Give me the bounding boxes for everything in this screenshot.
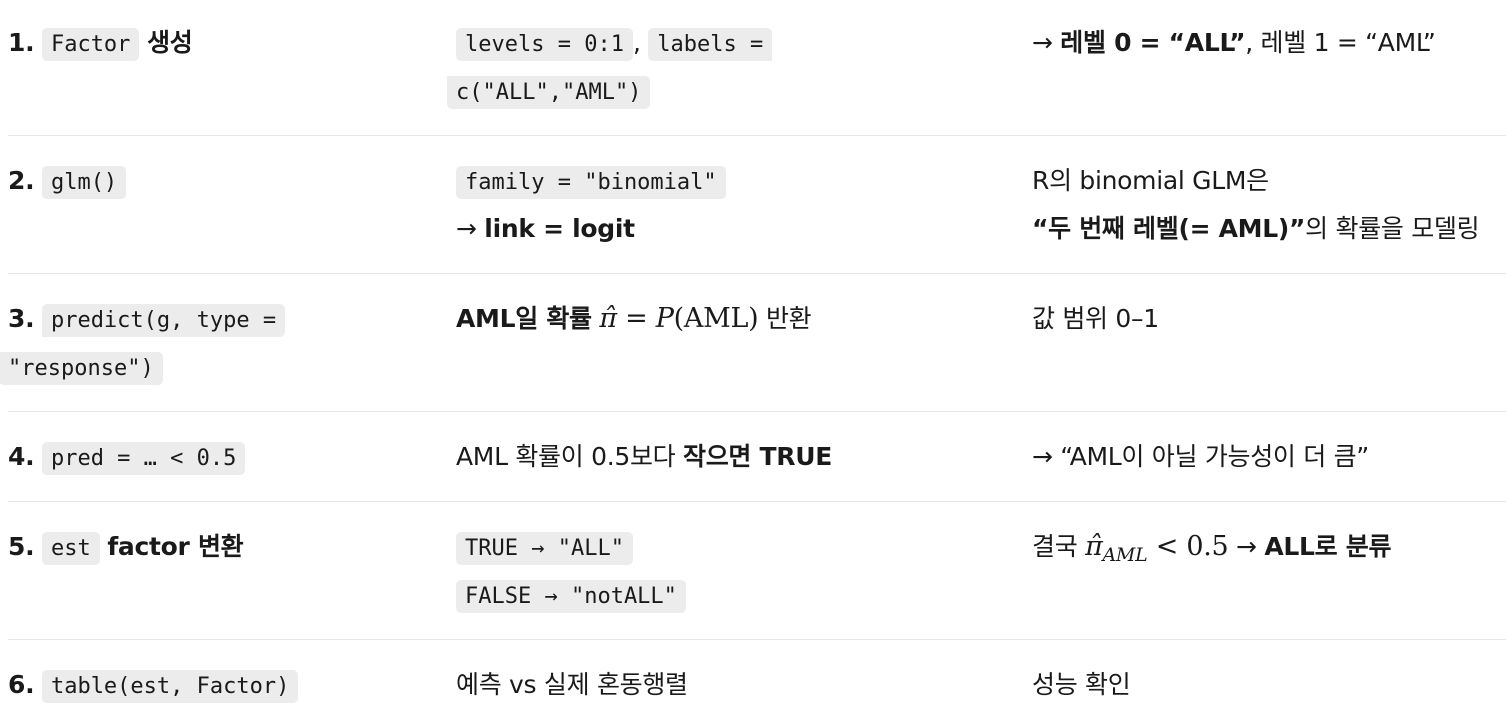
- code-glm: glm(): [41, 166, 127, 199]
- math-arg: (AML): [673, 303, 759, 334]
- detail-text: 예측 vs 실제 혼동행렬: [456, 670, 688, 699]
- step-cell: 6. table(est, Factor): [8, 661, 448, 709]
- note-cell: R의 binomial GLM은 “두 번째 레벨(= AML)”의 확률을 모…: [1032, 157, 1506, 253]
- table-row: 1. Factor 생성 levels = 0:1, labels = c("A…: [8, 19, 1506, 136]
- code-family: family = "binomial": [456, 166, 726, 199]
- step-number: 6.: [8, 670, 35, 699]
- step-label: 생성: [147, 28, 193, 57]
- code-pred: pred = … < 0.5: [41, 442, 246, 475]
- arrow: →: [1032, 28, 1061, 57]
- step-number: 1.: [8, 28, 35, 57]
- note-cell: 성능 확인: [1032, 661, 1506, 709]
- detail-bold: 작으면 TRUE: [683, 442, 832, 471]
- table-row: 3. predict(g, type = "response") AML일 확률…: [0, 295, 1506, 412]
- code-labels-part2: c("ALL","AML"): [447, 76, 651, 109]
- detail-cell: 예측 vs 실제 혼동행렬: [456, 661, 1016, 709]
- step-cell: 2. glm(): [8, 157, 448, 205]
- code-predict-part2: "response"): [0, 352, 163, 385]
- note-cell: 값 범위 0–1: [1032, 295, 1506, 343]
- note-text: → “AML이 아닐 가능성이 더 큼”: [1032, 442, 1369, 471]
- step-number: 5.: [8, 532, 35, 561]
- table-row: 5. est factor 변환 TRUE → "ALL" FALSE → "n…: [8, 523, 1506, 640]
- link-logit: link = logit: [484, 214, 635, 243]
- math-expression: π̂ = P(AML): [599, 303, 758, 334]
- note-bold: ALL로 분류: [1264, 532, 1392, 561]
- step-bold: factor 변환: [107, 532, 244, 561]
- code-true-all: TRUE → "ALL": [456, 532, 633, 565]
- step-cell: 1. Factor 생성: [8, 19, 448, 67]
- detail-cell: TRUE → "ALL" FALSE → "notALL": [456, 523, 1016, 619]
- detail-bold: AML일 확률: [456, 304, 592, 333]
- step-number: 3.: [8, 304, 35, 333]
- math-relation: < 0.5: [1155, 531, 1229, 562]
- table-row: 6. table(est, Factor) 예측 vs 실제 혼동행렬 성능 확…: [8, 661, 1506, 721]
- detail-cell: family = "binomial" → link = logit: [456, 157, 1016, 253]
- detail-cell: AML 확률이 0.5보다 작으면 TRUE: [456, 433, 1016, 481]
- arrow: →: [456, 214, 485, 243]
- code-factor: Factor: [41, 28, 140, 61]
- code-levels: levels = 0:1: [456, 28, 633, 61]
- math-subscript: AML: [1102, 544, 1148, 566]
- math-pi-hat: π̂: [1085, 531, 1103, 562]
- note-rest: 의 확률을 모델링: [1305, 214, 1480, 243]
- code-est: est: [41, 532, 100, 565]
- math-pi-hat: π̂: [599, 303, 617, 334]
- code-false-notall: FALSE → "notALL": [456, 580, 686, 613]
- math-p: P: [655, 303, 674, 334]
- detail-cell: AML일 확률 π̂ = P(AML) 반환: [456, 295, 1016, 343]
- note-bold: 레벨 0 = “ALL”: [1060, 28, 1246, 57]
- table-row: 4. pred = … < 0.5 AML 확률이 0.5보다 작으면 TRUE…: [8, 433, 1506, 502]
- note-text: 성능 확인: [1032, 670, 1131, 699]
- separator: ,: [632, 28, 641, 57]
- code-predict-part1: predict(g, type =: [41, 304, 286, 337]
- code-labels-part1: labels =: [648, 28, 773, 61]
- step-number: 4.: [8, 442, 35, 471]
- note-cell: → 레벨 0 = “ALL”, 레벨 1 = “AML”: [1032, 19, 1506, 67]
- note-text: 값 범위 0–1: [1032, 304, 1159, 333]
- step-number: 2.: [8, 166, 35, 195]
- detail-text: AML 확률이 0.5보다: [456, 442, 683, 471]
- note-rest: , 레벨 1 = “AML”: [1245, 28, 1436, 57]
- math-equals: =: [625, 303, 648, 334]
- table-row: 2. glm() family = "binomial" → link = lo…: [8, 157, 1506, 274]
- note-cell: → “AML이 아닐 가능성이 더 큼”: [1032, 433, 1506, 481]
- step-cell: 4. pred = … < 0.5: [8, 433, 448, 481]
- detail-rest: 반환: [765, 304, 812, 333]
- note-cell: 결국 π̂AML < 0.5 → ALL로 분류: [1032, 523, 1506, 571]
- note-line1: R의 binomial GLM은: [1032, 166, 1269, 195]
- detail-cell: levels = 0:1, labels = c("ALL","AML"): [447, 19, 1016, 115]
- note-text: 결국: [1032, 532, 1086, 561]
- note-bold: “두 번째 레벨(= AML)”: [1032, 214, 1306, 243]
- step-cell: 3. predict(g, type = "response"): [0, 295, 448, 391]
- math-expression: π̂AML < 0.5: [1085, 531, 1229, 566]
- step-cell: 5. est factor 변환: [8, 523, 448, 571]
- arrow: →: [1228, 532, 1265, 561]
- code-table: table(est, Factor): [41, 670, 299, 703]
